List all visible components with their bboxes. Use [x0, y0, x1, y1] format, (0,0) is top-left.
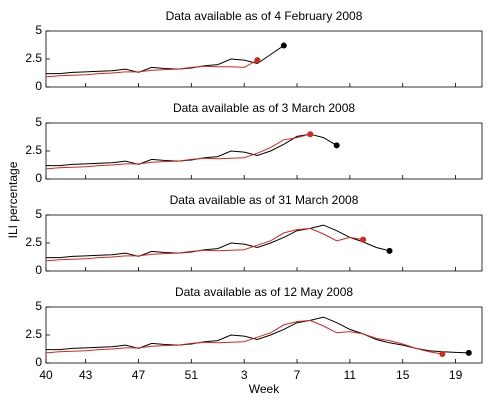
- series-line: [45, 227, 364, 262]
- chart-title: Data available as of 12 May 2008: [175, 285, 353, 299]
- end-point: [386, 247, 393, 254]
- y-tick-label: 5: [35, 299, 42, 313]
- chart-title: Data available as of 3 March 2008: [173, 101, 355, 115]
- y-tick-label: 0: [35, 263, 42, 277]
- end-point: [465, 349, 472, 356]
- y-tick-label: 0: [35, 355, 42, 369]
- x-axis-label: Week: [249, 382, 280, 396]
- y-tick-label: 2.5: [25, 235, 42, 249]
- end-point: [360, 236, 367, 243]
- end-point: [439, 351, 446, 358]
- y-tick-label: 2.5: [25, 327, 42, 341]
- end-point: [280, 42, 287, 49]
- chart-title: Data available as of 4 February 2008: [166, 9, 363, 23]
- x-tick-label: 11: [344, 368, 357, 382]
- chart-title: Data available as of 31 March 2008: [170, 193, 359, 207]
- end-point: [307, 131, 314, 138]
- series-line: [45, 319, 443, 355]
- y-tick-label: 0: [35, 171, 42, 185]
- x-tick-label: 43: [79, 368, 93, 382]
- x-tick-label: 3: [241, 368, 248, 382]
- x-tick-label: 7: [294, 368, 301, 382]
- x-tick-label: 15: [396, 368, 410, 382]
- series-line: [46, 133, 337, 167]
- end-point: [254, 57, 261, 64]
- y-tick-label: 5: [35, 207, 42, 221]
- series-line: [46, 45, 285, 75]
- y-tick-label: 2.5: [25, 143, 42, 157]
- plot-frame: [45, 122, 483, 180]
- series-line: [45, 59, 258, 78]
- y-tick-label: 0: [35, 79, 42, 93]
- y-axis-label: ILI percentage: [6, 161, 20, 238]
- x-tick-label: 47: [132, 368, 146, 382]
- x-tick-label: 51: [185, 368, 199, 382]
- y-tick-label: 5: [35, 115, 42, 129]
- y-tick-label: 5: [35, 23, 42, 37]
- end-point: [333, 142, 340, 149]
- series-line: [45, 133, 311, 170]
- x-tick-label: 19: [449, 368, 463, 382]
- series-line: [46, 316, 469, 354]
- y-tick-label: 2.5: [25, 51, 42, 65]
- x-tick-label: 40: [39, 368, 53, 382]
- series-line: [46, 224, 390, 259]
